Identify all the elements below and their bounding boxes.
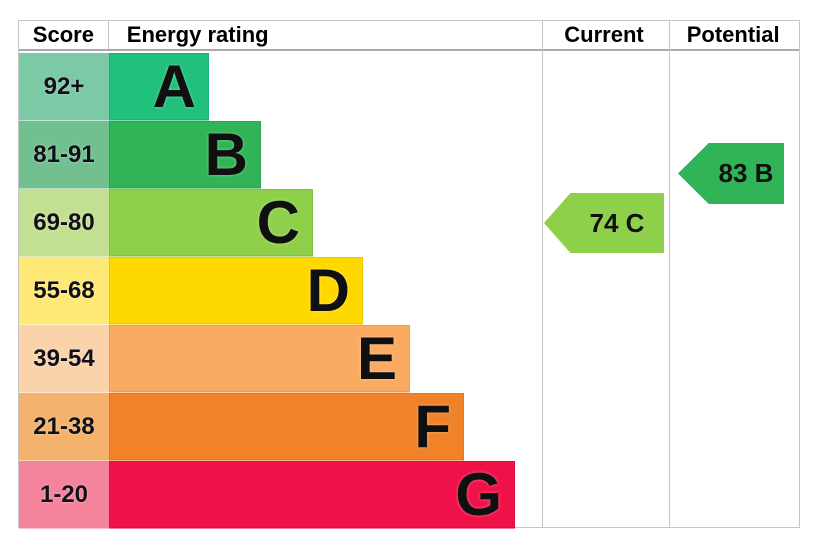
band-bar-a: A (109, 53, 209, 121)
band-bar-b: B (109, 121, 261, 189)
current-rating-arrow: 74 C (544, 193, 664, 253)
band-row-d: 55-68 D (19, 257, 799, 325)
band-score-range: 39-54 (19, 325, 109, 393)
epc-energy-rating-chart: Score Energy rating Current Potential 92… (18, 20, 800, 529)
band-bar-f: F (109, 393, 464, 461)
header-energy-rating: Energy rating (126, 22, 269, 47)
table-header: Score Energy rating Current Potential (19, 21, 799, 51)
band-bar-g: G (109, 461, 515, 529)
band-row-f: 21-38 F (19, 393, 799, 461)
band-bar-c: C (109, 189, 313, 257)
band-score-range: 92+ (19, 53, 109, 121)
band-row-a: 92+ A (19, 53, 799, 121)
band-row-e: 39-54 E (19, 325, 799, 393)
band-row-c: 69-80 C (19, 189, 799, 257)
band-row-g: 1-20 G (19, 461, 799, 529)
potential-column-divider (669, 21, 670, 527)
band-bar-e: E (109, 325, 410, 393)
band-row-b: 81-91 B (19, 121, 799, 189)
current-column-divider (542, 21, 543, 527)
band-score-range: 55-68 (19, 257, 109, 325)
header-score: Score (19, 21, 109, 49)
band-score-range: 21-38 (19, 393, 109, 461)
band-score-range: 1-20 (19, 461, 109, 529)
band-bar-d: D (109, 257, 363, 325)
band-score-range: 69-80 (19, 189, 109, 257)
rating-bands: 92+ A 81-91 B 69-80 C 55-68 D 39-54 E 21… (19, 53, 799, 529)
band-score-range: 81-91 (19, 121, 109, 189)
header-current: Current (564, 22, 644, 47)
header-potential: Potential (686, 22, 780, 47)
